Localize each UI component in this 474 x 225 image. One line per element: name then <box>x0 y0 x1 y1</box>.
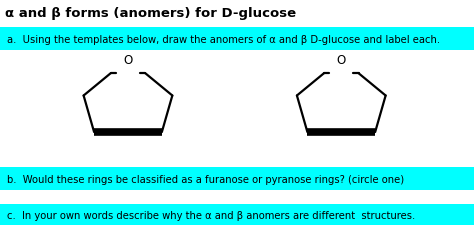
Text: O: O <box>337 54 346 67</box>
FancyBboxPatch shape <box>0 168 474 190</box>
Text: c.  In your own words describe why the α and β anomers are different  structures: c. In your own words describe why the α … <box>7 210 415 220</box>
Text: O: O <box>123 54 133 67</box>
Text: a.  Using the templates below, draw the anomers of α and β D-glucose and label e: a. Using the templates below, draw the a… <box>7 34 440 44</box>
Text: α and β forms (anomers) for D-glucose: α and β forms (anomers) for D-glucose <box>5 7 296 20</box>
FancyBboxPatch shape <box>0 28 474 51</box>
FancyBboxPatch shape <box>0 204 474 225</box>
Text: b.  Would these rings be classified as a furanose or pyranose rings? (circle one: b. Would these rings be classified as a … <box>7 174 404 184</box>
